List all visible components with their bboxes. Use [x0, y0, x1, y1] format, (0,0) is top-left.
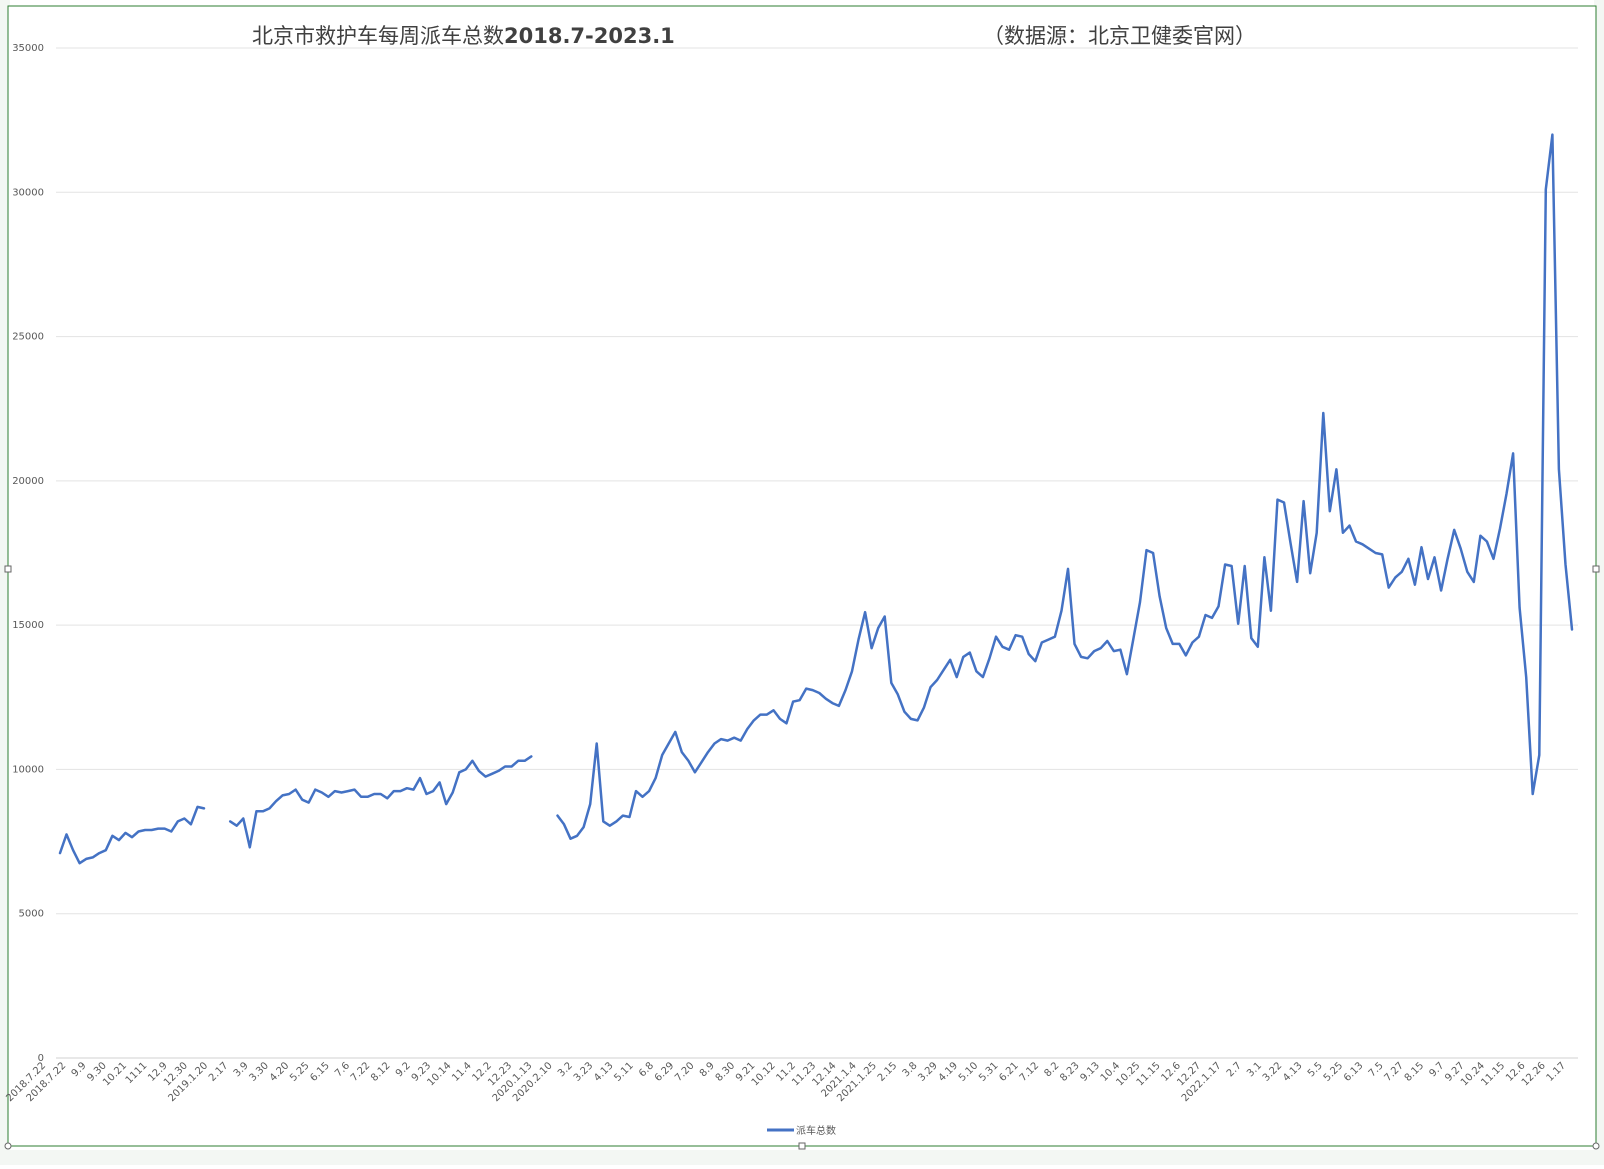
chart-area-border — [7, 5, 1597, 1147]
legend: 派车总数 — [767, 1124, 836, 1137]
y-tick-label: 20000 — [12, 476, 44, 487]
series-line-segment — [58, 805, 206, 865]
y-tick-label: 10000 — [12, 764, 44, 775]
selection-handles[interactable] — [4, 565, 1600, 1150]
chart-title-range: 2018.7-2023.1 — [504, 24, 675, 48]
resize-handle-bottom[interactable] — [798, 1142, 806, 1150]
y-tick-label: 5000 — [19, 909, 44, 920]
series-line-segment — [228, 755, 533, 849]
y-tick-label: 25000 — [12, 332, 44, 343]
data-source-note: （数据源：北京卫健委官网） — [983, 24, 1256, 48]
y-tick-label: 0 — [38, 1053, 44, 1064]
resize-handle-right[interactable] — [1592, 565, 1600, 573]
y-tick-label: 15000 — [12, 620, 44, 631]
resize-handle-left[interactable] — [4, 565, 12, 573]
series-line-segment — [556, 133, 1574, 840]
y-tick-label: 35000 — [12, 43, 44, 54]
resize-handle-bottom-right[interactable] — [1592, 1142, 1600, 1150]
y-tick-label: 30000 — [12, 187, 44, 198]
series-lines — [58, 133, 1574, 865]
chart-title: 北京市救护车每周派车总数2018.7-2023.1 — [252, 24, 675, 48]
resize-handle-bottom-left[interactable] — [4, 1142, 12, 1150]
legend-label: 派车总数 — [796, 1124, 836, 1137]
y-axis-tick-labels: 0 5000 10000 15000 20000 25000 30000 35000 — [12, 43, 44, 1064]
gridlines — [56, 47, 1578, 1059]
chart-title-text: 北京市救护车每周派车总数 — [252, 24, 504, 48]
